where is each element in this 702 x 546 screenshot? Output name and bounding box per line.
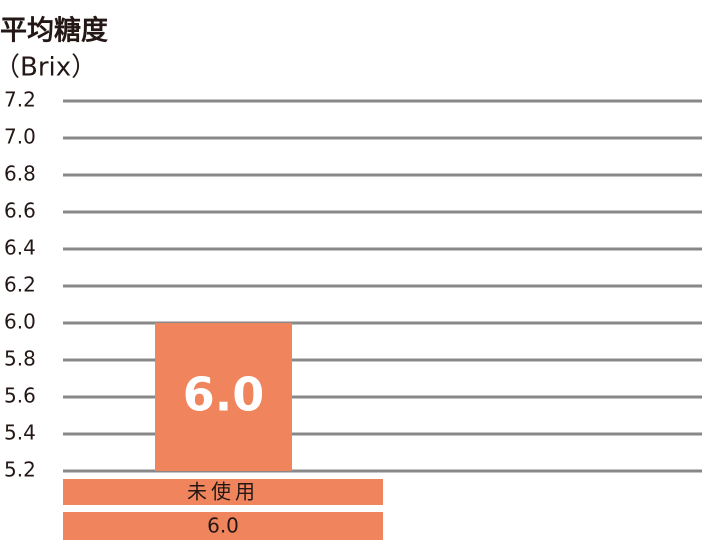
table-cell (63, 512, 383, 540)
y-axis-label: （Brix） (0, 53, 97, 83)
y-tick-label: 5.4 (4, 421, 36, 445)
y-tick-label: 7.0 (4, 125, 36, 149)
y-tick-label: 6.0 (4, 310, 36, 334)
table-value: 6.0 (207, 514, 239, 538)
y-tick-label: 6.6 (4, 199, 36, 223)
table-cell (63, 479, 383, 505)
y-tick-label: 6.2 (4, 273, 36, 297)
bar-value-label: 6.0 (183, 368, 265, 422)
y-tick-label: 5.8 (4, 347, 36, 371)
y-tick-label: 6.8 (4, 162, 36, 186)
chart-title: 平均糖度 (0, 15, 108, 47)
y-tick-label: 7.2 (4, 88, 36, 112)
y-tick-label: 5.2 (4, 458, 36, 482)
x-tick-label: 未使用 (187, 480, 259, 504)
bar (155, 323, 292, 471)
y-tick-label: 5.6 (4, 384, 36, 408)
y-tick-label: 6.4 (4, 236, 36, 260)
